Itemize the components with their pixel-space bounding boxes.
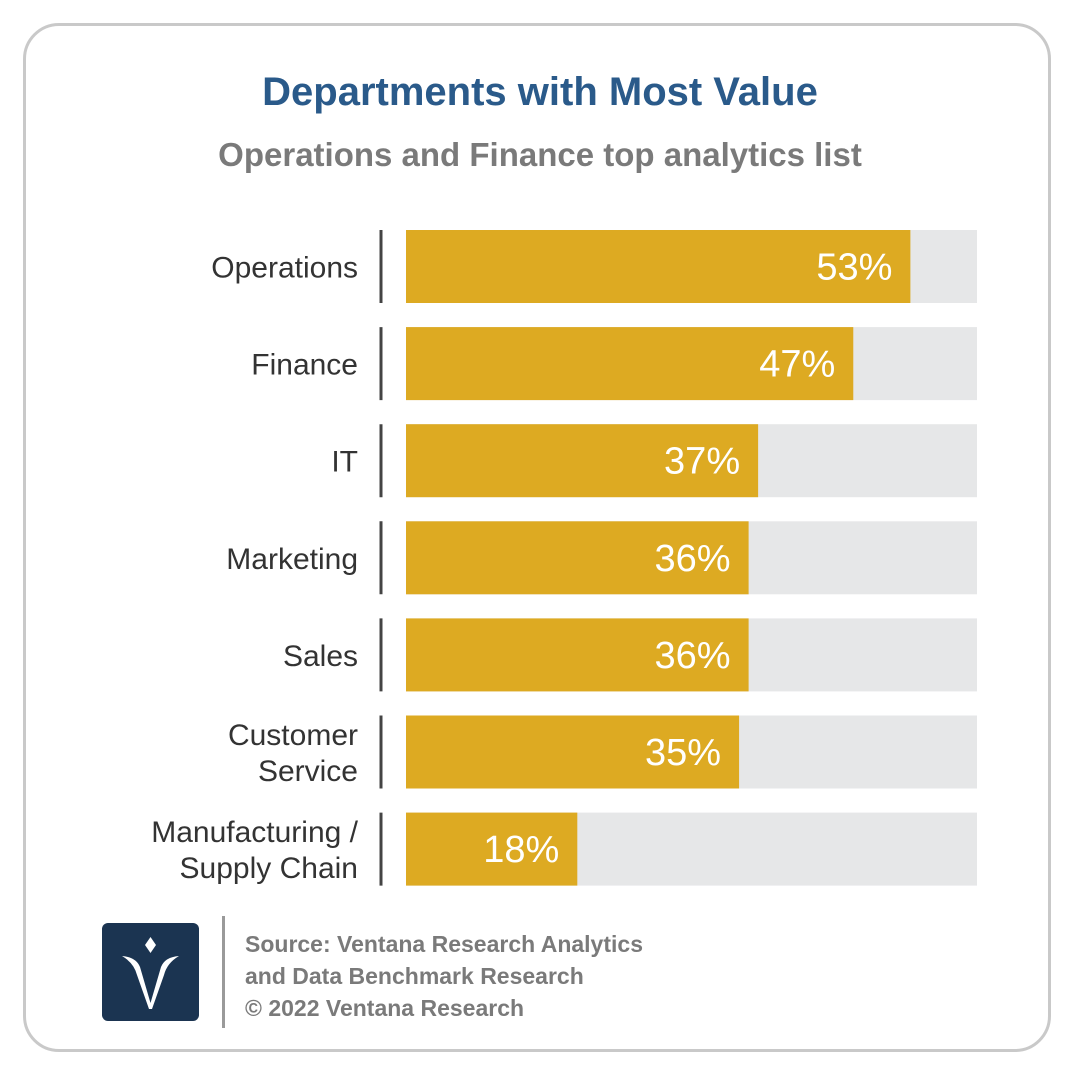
chart-title: Departments with Most Value xyxy=(262,70,818,114)
category-label: Customer xyxy=(228,719,358,752)
bar xyxy=(406,230,911,303)
footer-divider xyxy=(222,916,225,1028)
data-label: 36% xyxy=(655,635,731,677)
category-label: Supply Chain xyxy=(180,852,358,885)
data-label: 37% xyxy=(664,441,740,483)
data-label: 18% xyxy=(483,829,559,871)
bar xyxy=(406,327,854,401)
data-label: 35% xyxy=(645,732,721,774)
source-line-1: Source: Ventana Research Analytics xyxy=(245,931,643,957)
category-label: Manufacturing / xyxy=(151,816,358,849)
data-label: 47% xyxy=(759,344,835,386)
category-label: IT xyxy=(331,446,358,479)
source-note: Source: Ventana Research Analytics and D… xyxy=(245,928,643,1024)
chart-subtitle: Operations and Finance top analytics lis… xyxy=(218,136,862,173)
data-label: 36% xyxy=(655,538,731,580)
category-label: Operations xyxy=(211,252,358,285)
copyright-line: © 2022 Ventana Research xyxy=(245,995,525,1021)
bar xyxy=(406,424,759,498)
category-label: Service xyxy=(258,755,358,788)
category-label: Marketing xyxy=(226,543,358,576)
category-label: Sales xyxy=(283,640,358,673)
data-label: 53% xyxy=(816,247,892,289)
bar xyxy=(406,618,749,692)
bar xyxy=(406,521,749,595)
bar xyxy=(406,715,740,789)
ventana-logo-icon xyxy=(102,923,199,1021)
bar xyxy=(406,812,578,886)
category-label: Finance xyxy=(251,349,358,382)
source-line-2: and Data Benchmark Research xyxy=(245,963,584,989)
